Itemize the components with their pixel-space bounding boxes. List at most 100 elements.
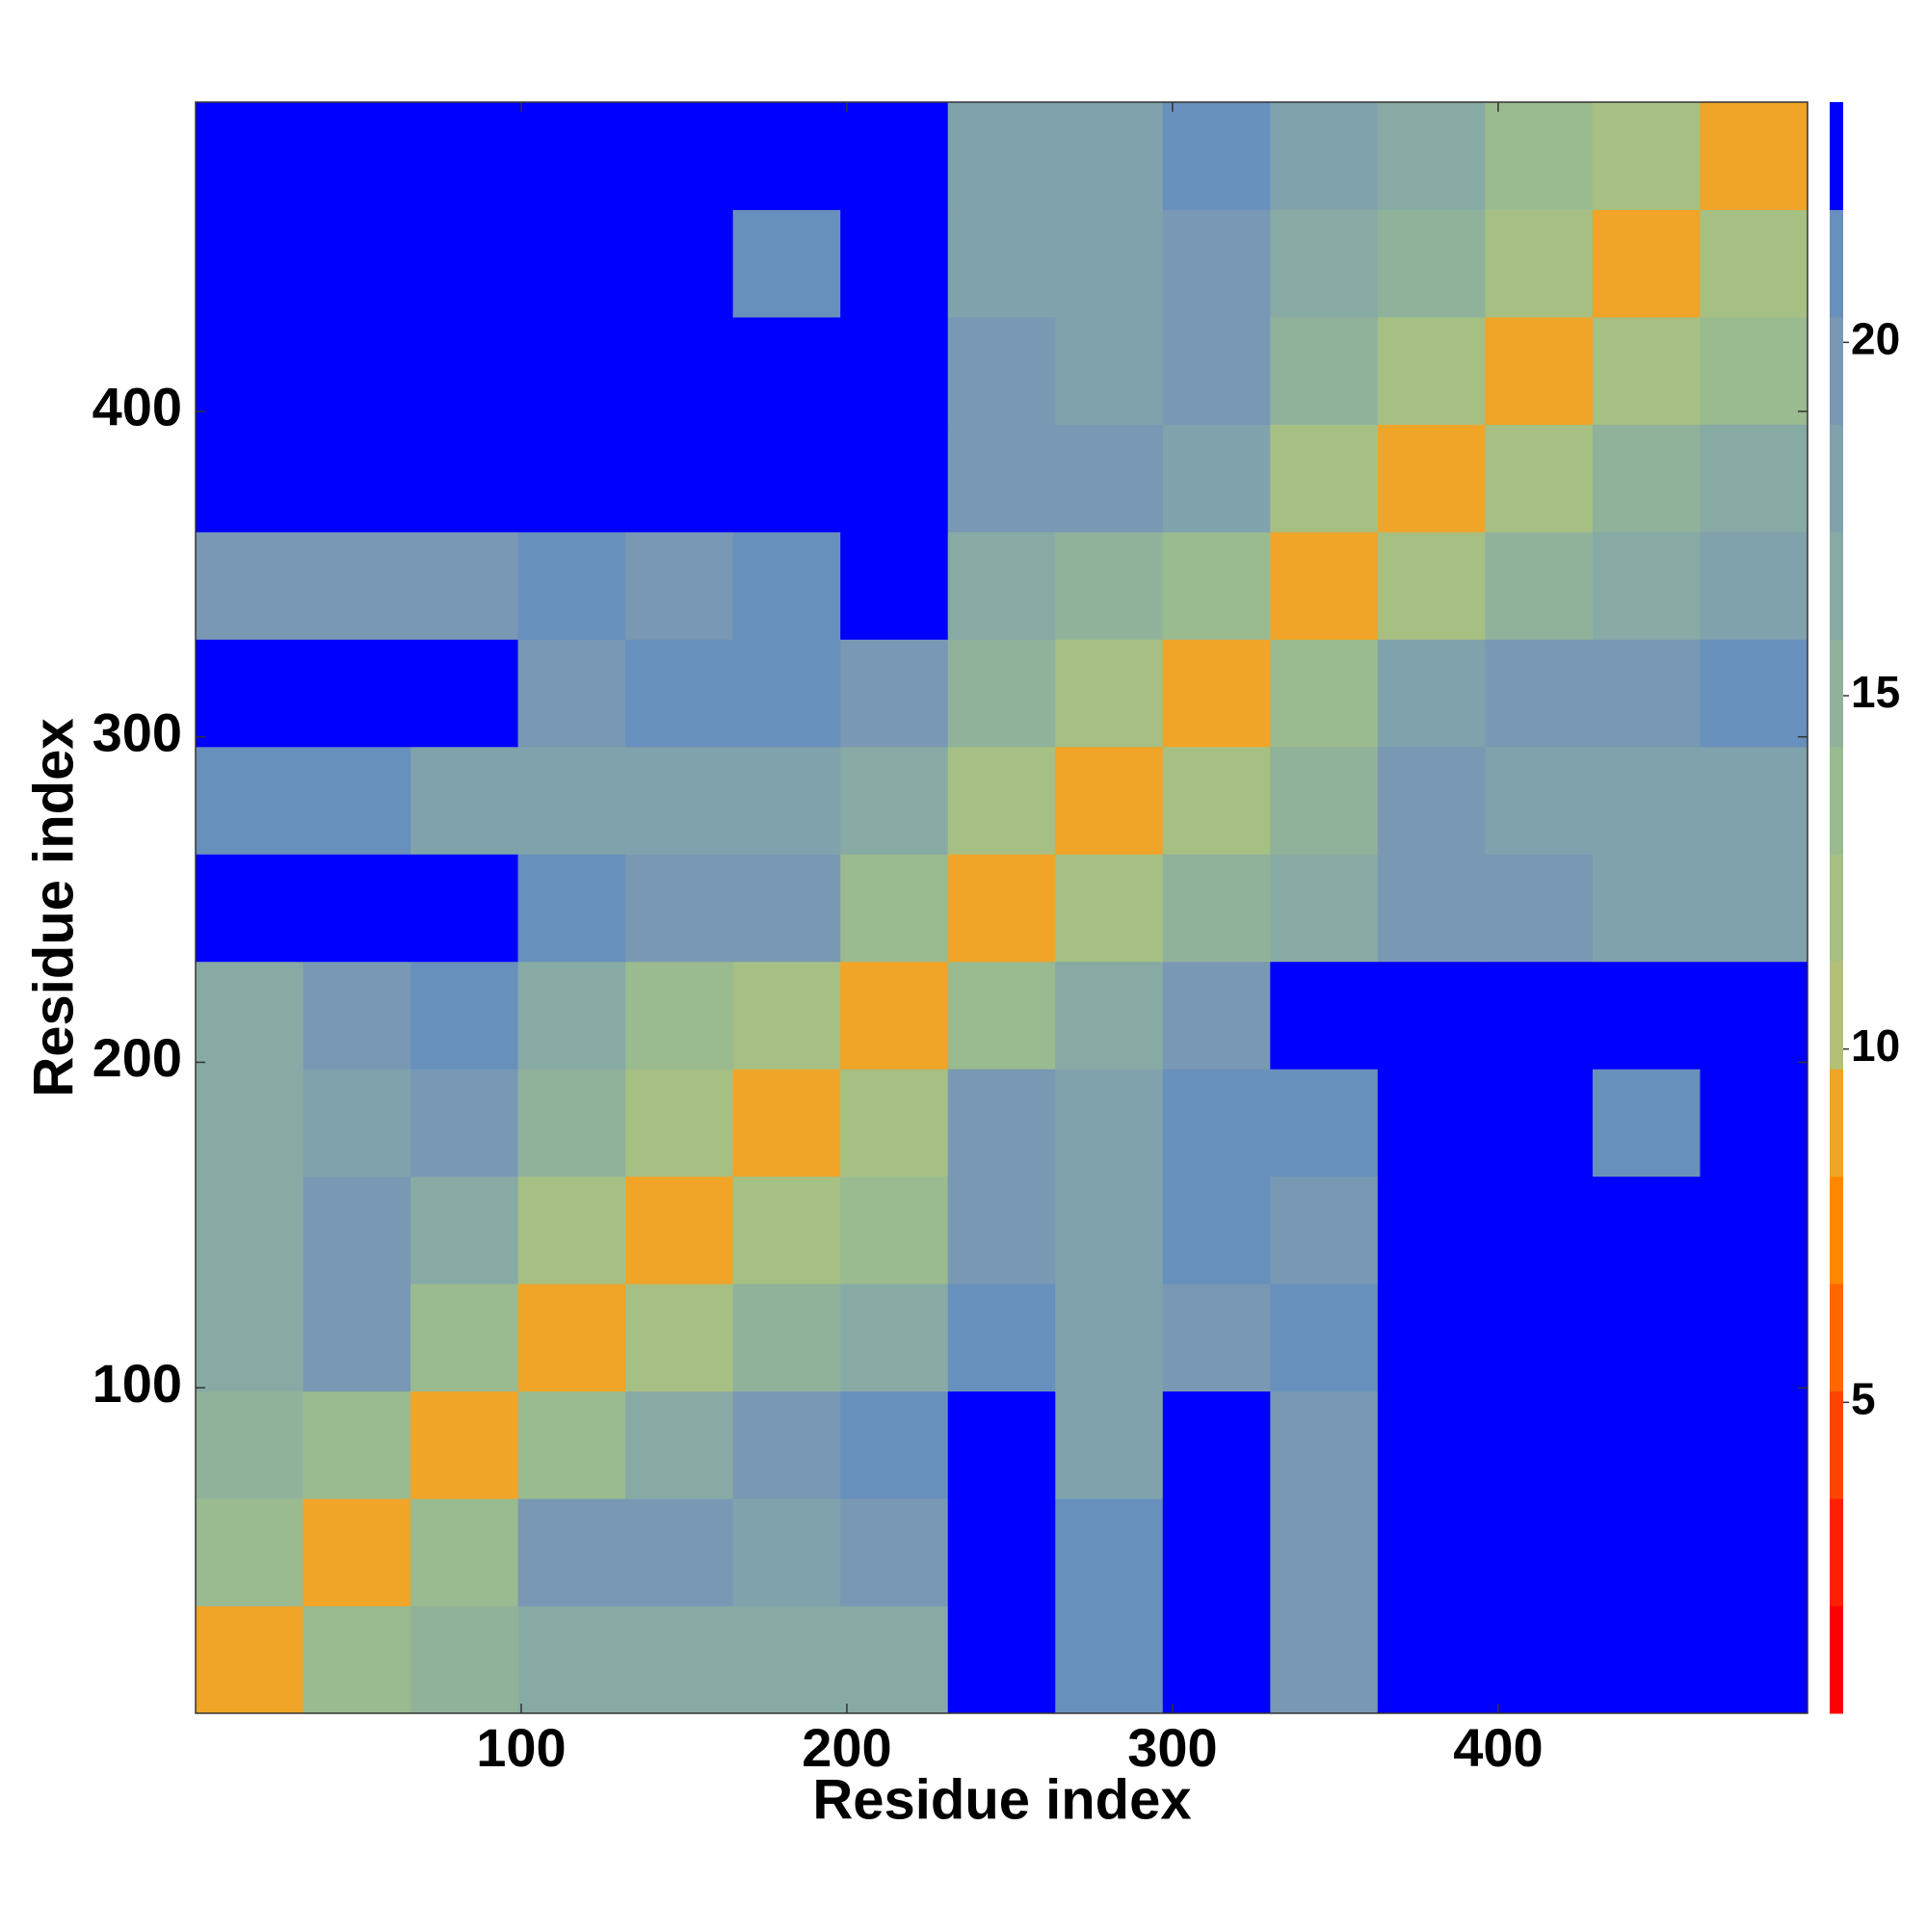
heatmap-cell [732,746,841,855]
heatmap-cell [517,316,626,425]
heatmap-cell [410,746,519,855]
heatmap-cell [1485,209,1594,318]
heatmap-cell [1270,1605,1379,1714]
heatmap-cell [196,316,304,425]
heatmap-cell [1055,1176,1164,1284]
heatmap-cell [1055,531,1164,640]
heatmap-cell [1055,316,1164,425]
heatmap-cell [1270,854,1379,963]
heatmap-cell [410,1498,519,1607]
heatmap-cell [303,961,411,1070]
heatmap-cell [1055,1069,1164,1178]
heatmap-cell [1377,424,1486,533]
heatmap-cell [1162,424,1271,533]
heatmap-cell [1162,1498,1271,1607]
heatmap-cell [840,639,949,748]
heatmap-cell [196,1498,304,1607]
colorbar-segment [1830,1498,1843,1607]
colorbar-segment [1830,1390,1843,1499]
heatmap-cell [840,1284,949,1392]
heatmap-cell [303,1069,411,1178]
heatmap-cell [303,746,411,855]
y-tick-label: 400 [92,377,182,437]
heatmap-cell [1055,102,1164,210]
heatmap-cell [947,1605,1056,1714]
heatmap-cell [1485,316,1594,425]
heatmap-cell [947,424,1056,533]
heatmap-cell [732,531,841,640]
colorbar-segment [1830,1069,1843,1178]
heatmap-cell [1055,209,1164,318]
heatmap-cell [196,102,304,210]
heatmap-cell [196,1176,304,1284]
heatmap-cell [303,424,411,533]
heatmap-cell [840,531,949,640]
heatmap-cell [1377,1605,1486,1714]
heatmap-cell [840,1498,949,1607]
heatmap-cell [1485,531,1594,640]
heatmap-cell [732,639,841,748]
heatmap-cell [303,1390,411,1499]
colorbar-segment [1830,1176,1843,1284]
heatmap-cell [947,746,1056,855]
heatmap-cell [1377,1284,1486,1392]
heatmap-cell [1377,1176,1486,1284]
heatmap-cell [410,639,519,748]
heatmap-cell [625,424,734,533]
heatmap-cell [1270,1498,1379,1607]
heatmap-cell [1700,1284,1808,1392]
heatmap-cell [410,1390,519,1499]
heatmap-cell [1270,531,1379,640]
x-tick-label: 200 [802,1717,891,1778]
heatmap-cell [840,209,949,318]
heatmap-cell [1162,102,1271,210]
heatmap-cell [1700,531,1808,640]
heatmap-cell [1377,854,1486,963]
heatmap-cell [1377,316,1486,425]
heatmap-cell [1700,424,1808,533]
y-tick-label: 300 [92,701,182,762]
heatmap-cell [1592,854,1701,963]
heatmap-cell [1055,1605,1164,1714]
heatmap-cell [1592,1284,1701,1392]
heatmap-cell [517,1390,626,1499]
heatmap-cell [947,1284,1056,1392]
heatmap-cell [1485,639,1594,748]
colorbar-tick-label: 20 [1851,313,1900,363]
heatmap-cell [1055,1390,1164,1499]
heatmap-cell [1485,1284,1594,1392]
heatmap-cell [410,961,519,1070]
heatmap-cell [732,424,841,533]
heatmap-cell [196,1284,304,1392]
heatmap-cell [1162,531,1271,640]
heatmap-cell [1592,1498,1701,1607]
heatmap-cell [625,102,734,210]
heatmap-cell [196,1390,304,1499]
heatmap-cell [1377,639,1486,748]
colorbar-segment [1830,746,1843,855]
heatmap-cell [1055,854,1164,963]
heatmap-cell [1055,746,1164,855]
heatmap-cell [517,961,626,1070]
heatmap-cell [1377,746,1486,855]
heatmap-cell [1700,854,1808,963]
heatmap-cell [1592,1390,1701,1499]
y-axis-title: Residue index [22,718,85,1097]
heatmap-cell [410,209,519,318]
colorbar-tick-label: 15 [1851,667,1900,717]
y-tick-label: 200 [92,1027,182,1088]
heatmap-cell [303,209,411,318]
heatmap-cell [840,1069,949,1178]
heatmap-cell [1592,531,1701,640]
heatmap-cell [410,1176,519,1284]
heatmap-cell [732,316,841,425]
heatmap-cell [1700,639,1808,748]
colorbar-segment [1830,1605,1843,1714]
heatmap-cell [1270,209,1379,318]
x-axis-title: Residue index [812,1768,1191,1831]
colorbar-segment [1830,639,1843,748]
heatmap-cell [303,639,411,748]
heatmap-cell [1592,639,1701,748]
heatmap-cell [625,209,734,318]
heatmap-cell [840,424,949,533]
